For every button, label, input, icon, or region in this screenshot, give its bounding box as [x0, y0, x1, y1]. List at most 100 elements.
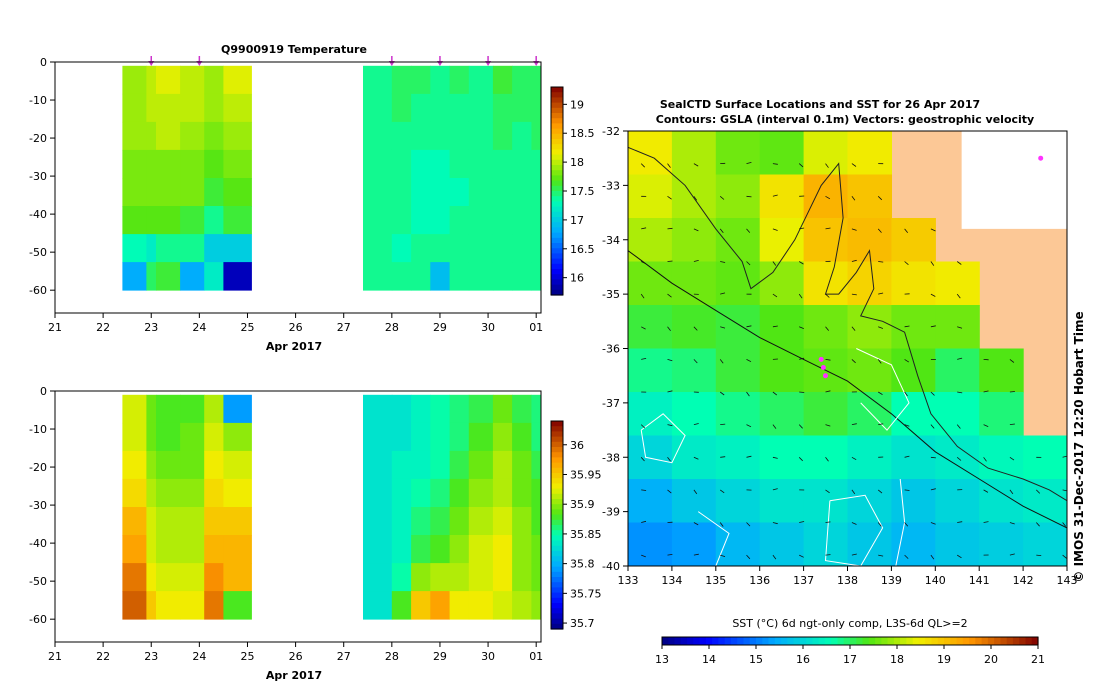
velocity-vector [693, 163, 699, 167]
profile-cell [449, 178, 470, 207]
velocity-vector [983, 390, 989, 393]
velocity-vector [930, 488, 936, 491]
profile-cell [492, 178, 513, 207]
x-tick-label: 29 [433, 321, 447, 334]
velocity-vector [904, 522, 909, 527]
profile-cell [204, 93, 224, 123]
profile-cell [204, 178, 224, 207]
profile-cell [204, 234, 224, 263]
velocity-vector [772, 424, 777, 429]
profile-cell [122, 507, 147, 536]
velocity-vector [930, 325, 936, 328]
profile-cell [180, 450, 205, 480]
sst-colorbar-swatch [1019, 637, 1027, 645]
profile-cell [531, 507, 541, 536]
sst-colorbar-tick-label: 19 [937, 653, 951, 666]
colorbar-tick-label: 35.9 [570, 498, 595, 511]
sst-colorbar-swatch [981, 637, 989, 645]
velocity-vector [957, 391, 963, 394]
velocity-vector [719, 391, 725, 396]
profile-cell [204, 591, 224, 620]
profile-cell [122, 121, 147, 151]
x-tick-label: 21 [48, 650, 62, 663]
colorbar-swatch [551, 556, 563, 562]
sst-cell [628, 305, 673, 350]
salinity-xlabel: Apr 2017 [266, 669, 322, 682]
profile-cell [512, 535, 532, 564]
y-tick-label: -20 [29, 132, 47, 145]
map-y-tick-label: -32 [602, 125, 620, 138]
y-tick-label: -20 [29, 461, 47, 474]
profile-cell [430, 535, 450, 564]
colorbar-swatch [551, 232, 563, 239]
profile-cell [391, 563, 412, 592]
profile-cell [223, 93, 252, 123]
profile-cell [411, 262, 431, 291]
colorbar-tick-label: 35.8 [570, 558, 595, 571]
velocity-vector [720, 554, 726, 557]
colorbar-swatch [551, 128, 563, 135]
x-tick-label: 27 [337, 321, 351, 334]
velocity-vector [746, 195, 752, 198]
profile-cell [512, 262, 532, 291]
velocity-vector [693, 522, 699, 526]
velocity-vector [983, 521, 989, 523]
gsla-contour [640, 413, 686, 464]
sst-cell [935, 522, 980, 566]
sst-cell [979, 522, 1024, 566]
sst-cell [847, 479, 892, 524]
velocity-vector [746, 554, 751, 560]
profile-cell [531, 563, 541, 592]
profile-cell [531, 394, 541, 424]
sst-cell [891, 348, 936, 393]
profile-cell [411, 149, 431, 179]
colorbar-tick-label: 35.75 [570, 587, 602, 600]
sst-cell [935, 392, 980, 437]
colorbar-tick-label: 35.7 [570, 617, 595, 630]
profile-cell [449, 234, 470, 263]
colorbar-tick-label: 18 [570, 156, 584, 169]
sst-colorbar-swatch [962, 637, 970, 645]
velocity-vector [719, 195, 725, 200]
temperature-x-ticks: 21 22 23 24 25 26 27 28 29 30 01 [48, 313, 543, 334]
colorbar-tick-label: 35.85 [570, 528, 602, 541]
profile-cell [449, 535, 470, 564]
sst-cell [759, 392, 805, 437]
velocity-vector [799, 554, 804, 558]
sst-cell [847, 522, 892, 566]
velocity-vector [641, 227, 647, 230]
velocity-vector [904, 359, 910, 363]
velocity-vector [667, 227, 673, 230]
temperature-title: Q9900919 Temperature [221, 43, 367, 56]
profile-markers [148, 56, 540, 66]
sst-cell [671, 261, 717, 306]
sst-colorbar-swatch [887, 637, 895, 645]
colorbar-swatch [551, 566, 563, 573]
sst-colorbar-swatch [824, 637, 832, 645]
colorbar-swatch [551, 613, 563, 620]
map-x-tick-label: 137 [793, 574, 814, 587]
sst-cell [671, 348, 717, 393]
velocity-vector [799, 357, 805, 360]
velocity-vector [667, 293, 672, 298]
sst-colorbar-tick-label: 18 [890, 653, 904, 666]
velocity-vector [667, 163, 671, 168]
profile-cell [411, 178, 431, 207]
sst-cell [628, 348, 673, 393]
profile-cell [449, 591, 470, 620]
velocity-vector [930, 522, 936, 525]
velocity-vector [956, 293, 961, 299]
profile-cell [411, 206, 431, 235]
x-tick-label: 23 [144, 321, 158, 334]
velocity-vector [1009, 522, 1015, 525]
profile-cell [391, 507, 412, 536]
profile-cell [122, 262, 147, 291]
sst-colorbar-label: SST (°C) 6d ngt-only comp, L3S-6d QL>=2 [732, 617, 967, 630]
profile-cell [180, 535, 205, 564]
profile-cell [122, 93, 147, 123]
velocity-vector [878, 423, 884, 425]
sst-colorbar-swatch [994, 637, 1001, 645]
colorbar-swatch [551, 165, 563, 171]
sst-cell [847, 435, 892, 480]
